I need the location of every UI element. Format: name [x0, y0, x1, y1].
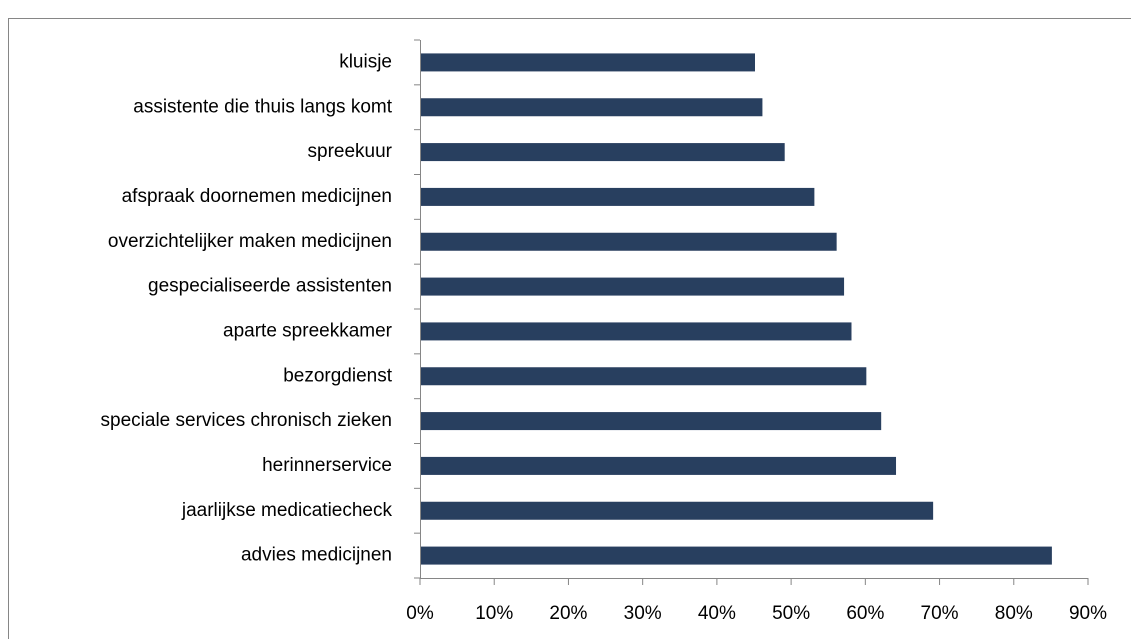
- bar: [421, 143, 785, 162]
- x-tick-label: 30%: [624, 603, 662, 624]
- y-tick-label: jaarlijkse medicatiecheck: [181, 500, 393, 521]
- x-tick-label: 0%: [406, 603, 434, 624]
- y-tick-label: advies medicijnen: [241, 545, 392, 566]
- y-tick-label: herinnerservice: [262, 455, 392, 476]
- y-tick-label: overzichtelijker maken medicijnen: [108, 231, 392, 252]
- bar: [421, 412, 882, 431]
- x-tick-label: 20%: [549, 603, 587, 624]
- bar: [421, 367, 867, 386]
- bar: [421, 277, 845, 296]
- x-tick-label: 40%: [698, 603, 736, 624]
- bar: [421, 456, 897, 475]
- bar: [421, 322, 852, 341]
- y-tick-label: kluisje: [339, 51, 392, 72]
- y-tick-label: speciale services chronisch zieken: [101, 410, 392, 431]
- bar: [421, 501, 934, 520]
- y-tick-label: assistente die thuis langs komt: [133, 96, 392, 117]
- bar: [421, 546, 1052, 565]
- bar: [421, 187, 815, 206]
- bar: [421, 232, 837, 251]
- y-tick-label: aparte spreekkamer: [223, 320, 393, 341]
- bar: [421, 98, 763, 117]
- x-tick-label: 80%: [995, 603, 1033, 624]
- bar: [421, 53, 755, 72]
- x-tick-label: 10%: [475, 603, 513, 624]
- y-tick-label: spreekuur: [308, 141, 393, 162]
- x-tick-label: 90%: [1069, 603, 1107, 624]
- x-tick-label: 50%: [772, 603, 810, 624]
- y-tick-label: afspraak doornemen medicijnen: [122, 186, 392, 207]
- y-tick-label: gespecialiseerde assistenten: [148, 276, 392, 297]
- x-tick-label: 60%: [846, 603, 884, 624]
- y-tick-label: bezorgdienst: [283, 365, 393, 386]
- x-tick-label: 70%: [921, 603, 959, 624]
